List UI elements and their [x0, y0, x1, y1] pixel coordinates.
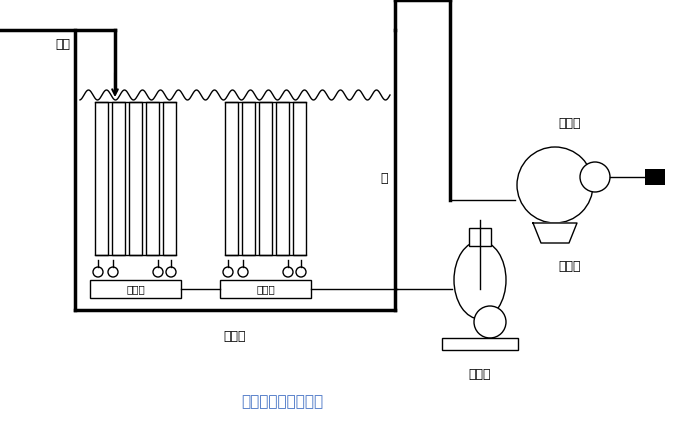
Circle shape: [153, 267, 163, 277]
Circle shape: [474, 306, 506, 338]
Bar: [112, 102, 125, 255]
Text: 吸引泵: 吸引泵: [559, 260, 581, 273]
Bar: [242, 102, 255, 255]
Text: 曝气槽: 曝气槽: [223, 330, 246, 343]
Bar: [220, 280, 311, 298]
Polygon shape: [533, 223, 577, 243]
Bar: [225, 102, 238, 255]
Bar: [645, 169, 665, 185]
Bar: [469, 228, 491, 246]
Text: 膜一生物反应器装置: 膜一生物反应器装置: [242, 394, 324, 409]
Bar: [259, 102, 272, 255]
Circle shape: [93, 267, 103, 277]
Bar: [442, 338, 518, 350]
Bar: [276, 102, 289, 255]
Text: 原水: 原水: [55, 38, 70, 51]
Text: 膜: 膜: [380, 172, 388, 185]
Ellipse shape: [454, 241, 506, 319]
Circle shape: [166, 267, 176, 277]
Circle shape: [238, 267, 248, 277]
Circle shape: [296, 267, 306, 277]
Bar: [95, 102, 108, 255]
Bar: [146, 102, 159, 255]
Text: 鼓风机: 鼓风机: [469, 368, 491, 381]
Circle shape: [223, 267, 233, 277]
Text: 曝气管: 曝气管: [126, 284, 145, 294]
Bar: [163, 102, 176, 255]
Bar: [129, 102, 142, 255]
Circle shape: [517, 147, 593, 223]
Text: 处理水: 处理水: [559, 117, 581, 130]
Bar: [90, 280, 181, 298]
Circle shape: [108, 267, 118, 277]
Circle shape: [580, 162, 610, 192]
Text: 曝气管: 曝气管: [256, 284, 275, 294]
Bar: [293, 102, 306, 255]
Circle shape: [283, 267, 293, 277]
